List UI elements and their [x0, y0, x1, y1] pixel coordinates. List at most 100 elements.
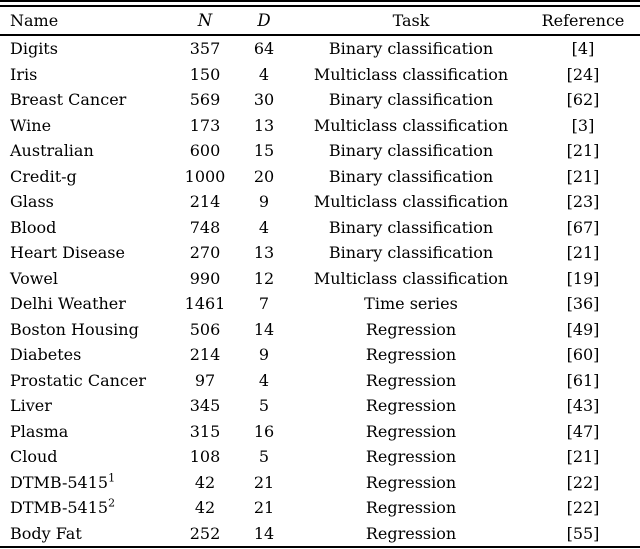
- d-value: 13: [253, 243, 275, 263]
- n-value: 600: [189, 141, 221, 161]
- d-value: 4: [258, 217, 270, 237]
- dataset-name-cell: DTMB-54151: [0, 470, 178, 496]
- reference-value: [36]: [566, 294, 600, 314]
- dataset-name-cell: Breast Cancer: [0, 87, 178, 113]
- dataset-name: Digits: [10, 39, 58, 59]
- reference-value: [22]: [566, 472, 600, 492]
- n-value: 214: [189, 345, 221, 365]
- table-row: Vowel 990 12 Multiclass classification […: [0, 266, 640, 292]
- reference-value: [21]: [566, 243, 600, 263]
- reference-value: [47]: [566, 421, 600, 441]
- n-value: 357: [189, 39, 221, 59]
- d-value: 12: [253, 268, 275, 288]
- dataset-name: Body Fat: [10, 523, 82, 543]
- dataset-name-cell: Wine: [0, 113, 178, 139]
- task-value: Multiclass classification: [313, 268, 509, 288]
- n-value: 173: [189, 115, 221, 135]
- task-value: Regression: [365, 370, 457, 390]
- table-row: Boston Housing 506 14 Regression [49]: [0, 317, 640, 343]
- dataset-name: Diabetes: [10, 345, 82, 365]
- reference-value: [67]: [566, 217, 600, 237]
- task-value: Regression: [365, 319, 457, 339]
- d-value: 4: [258, 64, 270, 84]
- task-value: Binary classification: [328, 141, 494, 161]
- column-header-d: D: [232, 7, 296, 36]
- task-value: Regression: [365, 345, 457, 365]
- dataset-name: DTMB-5415: [10, 472, 109, 492]
- dataset-name: Australian: [10, 141, 94, 161]
- dataset-name-cell: Heart Disease: [0, 240, 178, 266]
- table-row: Iris 150 4 Multiclass classification [24…: [0, 62, 640, 88]
- dataset-name-cell: Body Fat: [0, 521, 178, 548]
- d-value: 16: [253, 421, 275, 441]
- n-value: 150: [189, 64, 221, 84]
- dataset-name-cell: Delhi Weather: [0, 291, 178, 317]
- dataset-name-superscript: 1: [108, 471, 116, 485]
- task-value: Binary classification: [328, 90, 494, 110]
- d-value: 30: [253, 90, 275, 110]
- d-value: 9: [258, 345, 270, 365]
- n-value: 506: [189, 319, 221, 339]
- n-value: 1461: [184, 294, 226, 314]
- table-row: Blood 748 4 Binary classification [67]: [0, 215, 640, 241]
- n-value: 108: [189, 447, 221, 467]
- table-row: Heart Disease 270 13 Binary classificati…: [0, 240, 640, 266]
- dataset-name: Iris: [10, 64, 38, 84]
- task-value: Regression: [365, 498, 457, 518]
- reference-value: [49]: [566, 319, 600, 339]
- table-row: Plasma 315 16 Regression [47]: [0, 419, 640, 445]
- n-value: 270: [189, 243, 221, 263]
- reference-value: [19]: [566, 268, 600, 288]
- dataset-name-cell: Credit-g: [0, 164, 178, 190]
- dataset-name-cell: Glass: [0, 189, 178, 215]
- dataset-name-cell: Australian: [0, 138, 178, 164]
- reference-value: [60]: [566, 345, 600, 365]
- d-value: 9: [258, 192, 270, 212]
- reference-value: [43]: [566, 396, 600, 416]
- dataset-name-cell: Digits: [0, 35, 178, 62]
- table-row: Digits 357 64 Binary classification [4]: [0, 35, 640, 62]
- reference-value: [23]: [566, 192, 600, 212]
- dataset-name: Liver: [10, 396, 52, 416]
- column-header-task: Task: [296, 7, 526, 36]
- task-value: Regression: [365, 396, 457, 416]
- dataset-name-cell: Cloud: [0, 444, 178, 470]
- dataset-name-superscript: 2: [108, 496, 116, 510]
- d-value: 15: [253, 141, 275, 161]
- n-value: 315: [189, 421, 221, 441]
- dataset-name: Credit-g: [10, 166, 77, 186]
- column-header-name: Name: [0, 7, 178, 36]
- d-value: 20: [253, 166, 275, 186]
- dataset-name: DTMB-5415: [10, 498, 109, 518]
- table-row: Wine 173 13 Multiclass classification [3…: [0, 113, 640, 139]
- reference-value: [21]: [566, 447, 600, 467]
- reference-value: [22]: [566, 498, 600, 518]
- n-value: 42: [194, 472, 216, 492]
- task-value: Multiclass classification: [313, 115, 509, 135]
- task-value: Regression: [365, 447, 457, 467]
- reference-value: [24]: [566, 64, 600, 84]
- reference-value: [4]: [571, 39, 595, 59]
- dataset-name-cell: DTMB-54152: [0, 495, 178, 521]
- table-row: Australian 600 15 Binary classification …: [0, 138, 640, 164]
- table-top-double-rule: [0, 0, 640, 7]
- header-row: Name N D Task Reference: [0, 7, 640, 36]
- reference-value: [55]: [566, 523, 600, 543]
- d-value: 21: [253, 472, 275, 492]
- dataset-name-cell: Vowel: [0, 266, 178, 292]
- n-value: 42: [194, 498, 216, 518]
- table-row: Diabetes 214 9 Regression [60]: [0, 342, 640, 368]
- d-value: 21: [253, 498, 275, 518]
- table-row: Delhi Weather 1461 7 Time series [36]: [0, 291, 640, 317]
- dataset-name: Plasma: [10, 421, 69, 441]
- task-value: Multiclass classification: [313, 192, 509, 212]
- table-row: DTMB-54151 42 21 Regression [22]: [0, 470, 640, 496]
- n-value: 1000: [184, 166, 226, 186]
- d-value: 14: [253, 523, 275, 543]
- table-row: Prostatic Cancer 97 4 Regression [61]: [0, 368, 640, 394]
- dataset-name: Prostatic Cancer: [10, 370, 146, 390]
- column-header-n: N: [178, 7, 232, 36]
- d-value: 5: [258, 447, 270, 467]
- n-value: 748: [189, 217, 221, 237]
- dataset-name-cell: Boston Housing: [0, 317, 178, 343]
